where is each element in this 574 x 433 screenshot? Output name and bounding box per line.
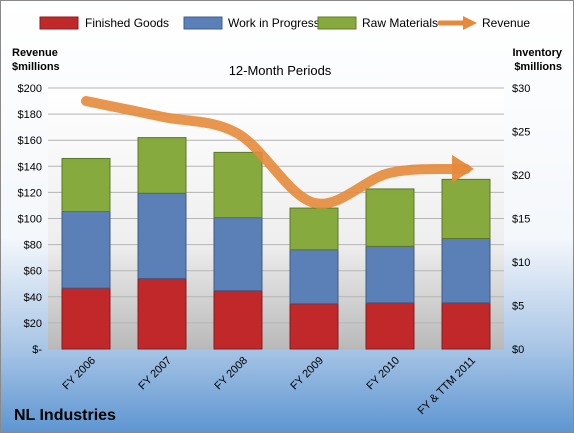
left-tick-label: $160 xyxy=(18,135,42,147)
bar-highlight xyxy=(443,239,489,243)
left-tick-label: $100 xyxy=(18,214,42,226)
left-tick-label: $20 xyxy=(24,318,42,330)
left-axis-title-line2: $millions xyxy=(12,61,60,73)
bar-highlight xyxy=(139,194,185,198)
bar-highlight xyxy=(215,218,261,222)
gridlines xyxy=(48,87,504,350)
legend-arrow-revenue xyxy=(463,16,477,30)
legend-label-raw-materials: Raw Materials xyxy=(362,16,438,30)
legend-swatch-finished-goods xyxy=(39,16,79,30)
bar-work-in-progress xyxy=(61,211,111,289)
bar-highlight xyxy=(367,189,413,193)
bar-finished-goods xyxy=(289,303,339,350)
right-axis-title-line2: $millions xyxy=(514,61,562,73)
left-tick-label: $120 xyxy=(18,187,42,199)
right-tick-label: $5 xyxy=(512,301,524,313)
bar-work-in-progress xyxy=(365,245,415,304)
bar-highlight xyxy=(443,303,489,307)
bar-finished-goods xyxy=(137,278,187,350)
right-axis-title-line1: Inventory xyxy=(512,47,562,59)
bar-finished-goods xyxy=(61,287,111,350)
revenue-line xyxy=(81,96,471,209)
bar-work-in-progress xyxy=(137,192,187,280)
bar-highlight xyxy=(291,209,337,213)
bar-finished-goods xyxy=(213,290,263,350)
right-tick-label: $15 xyxy=(512,214,530,226)
bar-raw-materials xyxy=(137,137,187,194)
left-tick-label: $80 xyxy=(24,240,42,252)
left-tick-label: $- xyxy=(32,344,42,356)
bar-work-in-progress xyxy=(289,249,339,305)
right-tick-label: $30 xyxy=(512,83,530,95)
left-tick-label: $140 xyxy=(18,161,42,173)
right-tick-label: $0 xyxy=(512,344,524,356)
right-tick-label: $20 xyxy=(512,170,530,182)
bar-highlight xyxy=(63,212,109,216)
bar-finished-goods xyxy=(365,302,415,350)
bar-raw-materials xyxy=(365,188,415,247)
legend-swatch-work-in-progress xyxy=(183,16,223,30)
right-tick-label: $10 xyxy=(512,257,530,269)
left-tick-label: $60 xyxy=(24,266,42,278)
bar-highlight xyxy=(63,159,109,163)
legend-label-revenue: Revenue xyxy=(482,16,530,30)
bar-highlight xyxy=(139,138,185,142)
legend: Finished Goods Work in Progress Raw Mate… xyxy=(39,16,530,30)
bar-raw-materials xyxy=(441,178,491,240)
left-tick-label: $180 xyxy=(18,109,42,121)
bar-raw-materials xyxy=(61,157,111,213)
bar-highlight xyxy=(215,153,261,157)
bar-highlight xyxy=(443,180,489,184)
bar-highlight xyxy=(291,304,337,308)
legend-swatch-raw-materials xyxy=(317,16,357,30)
left-tick-label: $40 xyxy=(24,292,42,304)
bar-work-in-progress xyxy=(441,238,491,304)
legend-label-work-in-progress: Work in Progress xyxy=(228,16,320,30)
bar-highlight xyxy=(367,247,413,251)
left-axis-title-line1: Revenue xyxy=(12,47,58,59)
bar-highlight xyxy=(291,250,337,254)
bar-finished-goods xyxy=(441,302,491,350)
left-tick-label: $200 xyxy=(18,83,42,95)
chart-title: 12-Month Periods xyxy=(229,63,332,78)
bar-highlight xyxy=(63,289,109,293)
revenue-series xyxy=(81,96,474,209)
bar-raw-materials xyxy=(213,151,263,219)
bar-highlight xyxy=(215,291,261,295)
bars xyxy=(61,137,491,350)
left-axis: $- $20 $40 $60 $80 $100 $120 $140 $160 $180 $200 xyxy=(18,83,43,356)
legend-label-finished-goods: Finished Goods xyxy=(85,16,169,30)
right-axis: $0 $5 $10 $15 $20 $25 $30 xyxy=(512,83,530,356)
right-tick-label: $25 xyxy=(512,127,530,139)
company-name: NL Industries xyxy=(14,407,116,424)
bar-highlight xyxy=(139,279,185,283)
bar-raw-materials xyxy=(289,207,339,251)
bar-work-in-progress xyxy=(213,217,263,292)
bar-highlight xyxy=(367,303,413,307)
revenue-arrowhead xyxy=(452,154,474,183)
